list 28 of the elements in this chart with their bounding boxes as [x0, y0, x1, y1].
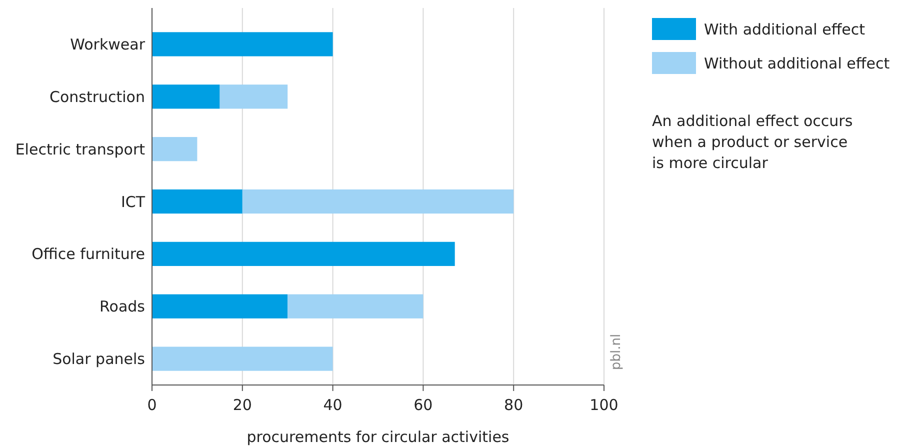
- y-tick-label: Construction: [49, 88, 145, 106]
- bar: [152, 346, 333, 371]
- legend-label: Without additional effect: [704, 54, 890, 72]
- text: pbl.nl: [609, 334, 624, 370]
- bar: [220, 84, 288, 109]
- x-tick-label: 0: [147, 396, 157, 414]
- y-tick-label: Solar panels: [52, 350, 146, 368]
- x-tick-label: 20: [232, 396, 252, 414]
- bar: [152, 294, 288, 318]
- x-tick-label: 100: [590, 396, 618, 414]
- bar: [152, 242, 455, 266]
- y-tick-label: Office furniture: [32, 245, 145, 264]
- bar: [152, 84, 220, 109]
- bar: [152, 32, 333, 56]
- x-tick-label: 40: [323, 396, 342, 414]
- text: An additional effect occurs when a product or service is more circular: [652, 112, 853, 172]
- bar: [152, 189, 242, 214]
- x-tick-label: 60: [414, 396, 433, 414]
- y-tick-label: ICT: [120, 192, 146, 211]
- y-tick-label: Electric transport: [15, 140, 146, 158]
- x-axis-title: procurements for circular activities: [246, 428, 510, 446]
- y-tick-label: Roads: [100, 298, 146, 316]
- x-tick-label: 80: [504, 396, 524, 414]
- bar: [288, 294, 424, 318]
- legend-label: With additional effect: [704, 20, 866, 38]
- bar: [152, 137, 198, 162]
- bar: [242, 189, 514, 214]
- y-tick-label: Workwear: [70, 35, 146, 54]
